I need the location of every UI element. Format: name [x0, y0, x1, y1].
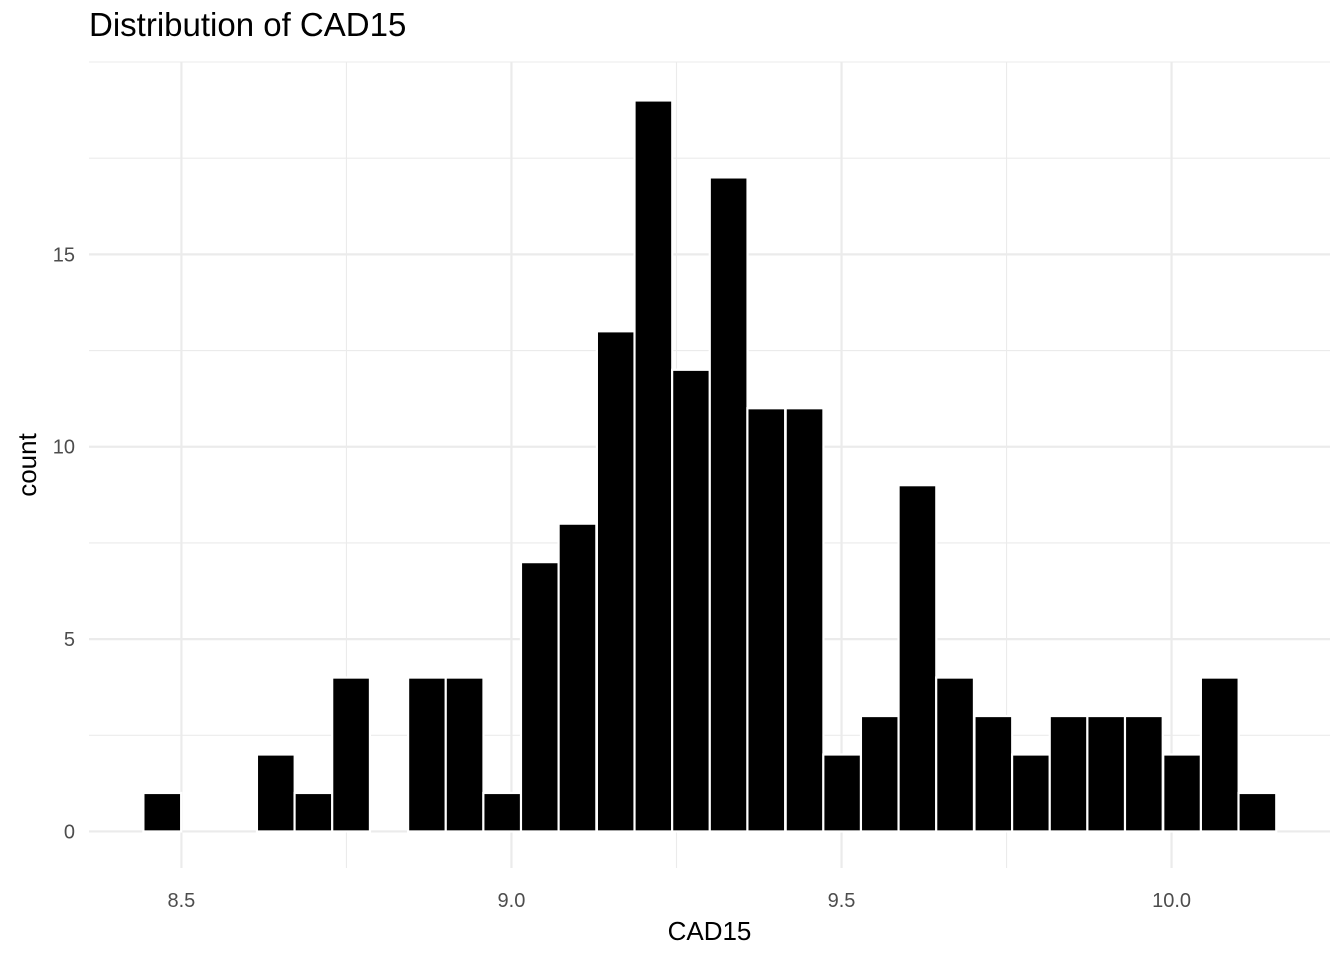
histogram-bar [331, 676, 372, 833]
histogram-bar [1199, 676, 1240, 833]
histogram-bar [406, 676, 447, 833]
histogram-bar [633, 99, 674, 833]
histogram-bar [1162, 753, 1203, 833]
histogram-bar [822, 753, 863, 833]
histogram-bar [1237, 791, 1278, 833]
x-tick-label: 9.0 [498, 890, 526, 912]
x-tick-label: 9.5 [828, 890, 856, 912]
histogram-bar [671, 368, 711, 833]
histogram-bar [293, 791, 334, 833]
axis-tick-labels: 8.5 9.0 9.5 10.0 0 5 10 15 [53, 244, 1191, 912]
histogram-bar [935, 676, 976, 833]
histogram-bar [897, 484, 938, 833]
histogram-bar [1123, 714, 1164, 833]
histogram-bar [142, 791, 183, 833]
histogram-bar [595, 330, 636, 833]
histogram-bar [859, 714, 900, 833]
histogram-bars [142, 99, 1278, 833]
y-tick-label: 0 [64, 821, 75, 843]
histogram-bar [444, 676, 485, 833]
histogram-bar [973, 714, 1014, 833]
histogram-bar [746, 407, 787, 833]
histogram-bar [784, 407, 825, 833]
x-tick-label: 8.5 [168, 890, 196, 912]
x-axis-title: CAD15 [668, 916, 752, 946]
histogram-bar [557, 522, 598, 833]
y-tick-label: 5 [64, 629, 75, 651]
histogram-bar [519, 561, 560, 833]
histogram-bar [255, 753, 296, 833]
x-tick-label: 10.0 [1152, 890, 1191, 912]
histogram-bar [1048, 714, 1089, 833]
y-tick-label: 10 [53, 437, 75, 459]
histogram-bar [1010, 753, 1051, 833]
chart-title: Distribution of CAD15 [89, 6, 407, 43]
y-axis-title: count [12, 432, 42, 496]
histogram-bar [482, 791, 523, 833]
y-tick-label: 15 [53, 244, 75, 266]
histogram-bar [708, 176, 749, 833]
histogram-bar [1086, 714, 1127, 833]
